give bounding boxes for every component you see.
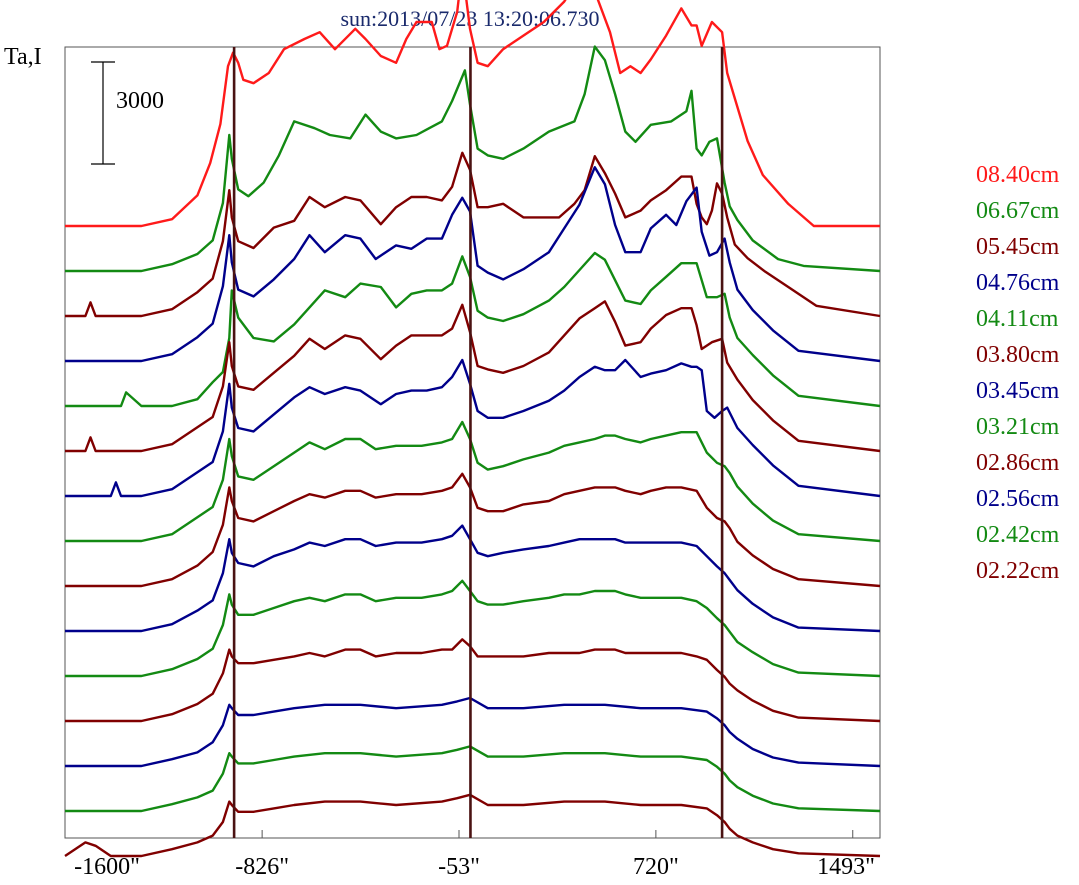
legend-item: 08.40cm: [976, 162, 1060, 188]
series-line-03-80cm: [65, 300, 881, 453]
legend-item: 05.45cm: [976, 234, 1060, 260]
series-line-06-67cm: [65, 45, 881, 273]
scale-bar-label: 3000: [116, 88, 164, 114]
legend-item: 02.86cm: [976, 450, 1060, 476]
legend-item: 03.80cm: [976, 342, 1060, 368]
series-line-03-45cm: [65, 358, 881, 498]
legend-item: 04.11cm: [976, 306, 1059, 332]
legend-item: 06.67cm: [976, 198, 1060, 224]
legend-item: 02.42cm: [976, 522, 1060, 548]
series-line-unlabeled-13: [65, 745, 881, 813]
x-tick-label: -826": [235, 854, 290, 880]
x-tick-label: 720": [632, 854, 679, 880]
series-line-05-45cm: [65, 151, 881, 318]
legend-item: 04.76cm: [976, 270, 1060, 296]
plot-frame: [64, 46, 881, 839]
legend-item: 02.56cm: [976, 486, 1060, 512]
series-line-unlabeled-12: [65, 696, 881, 768]
series-line-08-40cm: [65, 0, 880, 228]
series-line-unlabeled-14: [64, 793, 881, 858]
legend: 08.40cm 06.67cm 05.45cm 04.76cm 04.11cm 03.80…: [976, 160, 1059, 592]
legend-item: 02.22cm: [976, 558, 1060, 584]
legend-item: 03.45cm: [976, 378, 1060, 404]
x-tick-label: 1493": [817, 854, 875, 880]
series-line-02-56cm: [65, 524, 881, 633]
series-line-02-22cm: [65, 638, 881, 723]
series-line-04-11cm: [65, 251, 881, 408]
series-line-02-86cm: [65, 472, 881, 588]
legend-item: 03.21cm: [976, 414, 1060, 440]
x-tick-label: -1600": [74, 854, 140, 880]
series-line-04-76cm: [65, 165, 881, 363]
series-line-03-21cm: [65, 420, 881, 543]
x-tick-label: -53": [438, 854, 480, 880]
y-axis-label: Ta,I: [4, 44, 42, 70]
series-line-02-42cm: [65, 579, 881, 678]
